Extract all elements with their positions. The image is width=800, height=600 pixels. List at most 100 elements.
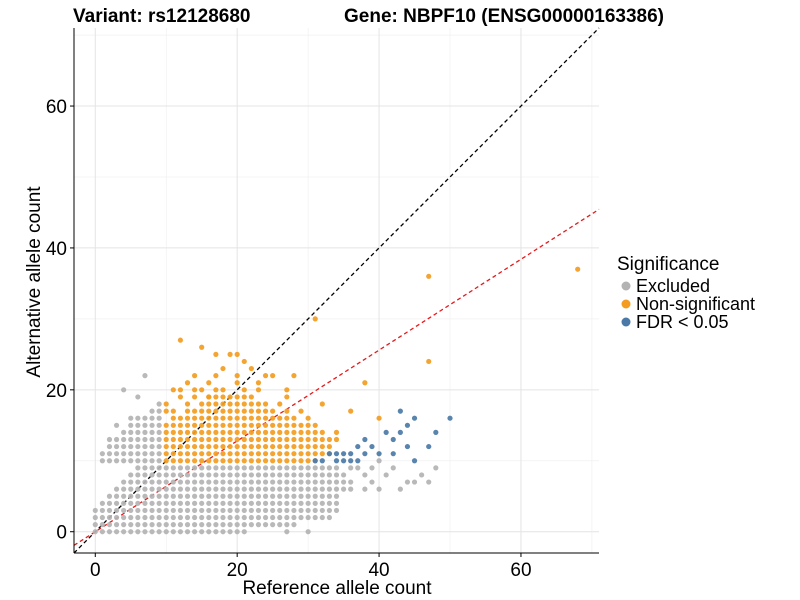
data-point (227, 422, 233, 428)
data-point (184, 458, 191, 464)
data-point (121, 514, 127, 521)
data-point (298, 408, 304, 414)
data-point (262, 500, 269, 506)
data-point (348, 408, 354, 414)
data-point (319, 465, 325, 471)
data-point (192, 451, 198, 457)
data-point (277, 401, 283, 407)
data-point (241, 479, 247, 485)
data-point (312, 436, 318, 443)
data-point (362, 472, 368, 478)
data-point (234, 351, 240, 357)
data-point (113, 500, 120, 506)
data-point (426, 358, 432, 365)
data-point (255, 436, 262, 443)
data-point (177, 337, 184, 343)
data-point (220, 387, 226, 393)
data-point (199, 465, 205, 471)
data-point (113, 522, 120, 528)
data-point (270, 507, 276, 514)
data-point (156, 522, 162, 528)
data-point (284, 451, 290, 457)
data-point (234, 394, 240, 400)
data-point (227, 500, 233, 506)
data-point (149, 522, 155, 528)
data-point (149, 500, 155, 506)
data-point (156, 436, 162, 443)
data-point (156, 465, 162, 471)
chart-title-variant: Variant: rs12128680 (73, 6, 250, 27)
data-point (340, 451, 347, 457)
data-point (291, 415, 297, 421)
data-point (206, 415, 212, 421)
data-point (404, 443, 411, 450)
data-point (298, 507, 304, 514)
data-point (277, 479, 283, 485)
data-point (255, 522, 262, 528)
data-point (135, 493, 141, 499)
gridlines (74, 28, 599, 553)
data-point (312, 422, 318, 428)
data-point (128, 458, 134, 464)
x-axis-title: Reference allele count (242, 578, 432, 599)
data-point (199, 429, 205, 435)
data-point (135, 394, 141, 400)
data-point (192, 429, 198, 435)
data-point (163, 443, 169, 450)
data-point (213, 401, 219, 407)
data-point (277, 522, 283, 528)
data-point (241, 507, 247, 514)
data-point (177, 522, 184, 528)
data-point (99, 500, 105, 506)
data-point (234, 408, 240, 414)
data-point (284, 415, 290, 421)
data-point (262, 479, 269, 485)
data-point (241, 514, 247, 521)
data-point (199, 436, 205, 443)
data-point (241, 429, 247, 435)
data-point (149, 436, 155, 443)
data-point (192, 500, 198, 506)
data-point (206, 522, 212, 528)
data-point (184, 429, 191, 435)
data-point (277, 436, 283, 443)
data-point (284, 387, 290, 393)
data-point (170, 429, 176, 435)
data-point (184, 415, 191, 421)
data-point (262, 415, 269, 421)
data-point (149, 458, 155, 464)
data-point (113, 507, 120, 514)
data-point (213, 429, 219, 435)
data-point (227, 465, 233, 471)
data-point (121, 493, 127, 499)
data-point (248, 472, 254, 478)
data-point (192, 458, 198, 464)
data-point (298, 472, 304, 478)
data-point (241, 415, 247, 421)
data-point (227, 479, 233, 485)
data-point (426, 443, 432, 450)
data-point (149, 479, 155, 485)
data-point (262, 493, 269, 499)
data-point (128, 500, 134, 506)
data-point (220, 451, 226, 457)
data-point (326, 486, 333, 492)
data-point (213, 465, 219, 471)
data-point (177, 493, 184, 499)
data-point (284, 458, 290, 464)
data-point (135, 507, 141, 514)
data-point (305, 415, 311, 421)
data-point (192, 373, 198, 379)
data-point (113, 436, 120, 443)
fit-line (73, 208, 600, 546)
data-point (177, 422, 184, 428)
data-point (298, 514, 304, 521)
data-point (369, 479, 375, 485)
data-point (376, 415, 382, 421)
data-point (248, 443, 254, 450)
data-point (305, 529, 311, 535)
data-point (575, 266, 581, 272)
data-point (284, 514, 290, 521)
data-point (411, 479, 418, 485)
data-point (248, 500, 254, 506)
